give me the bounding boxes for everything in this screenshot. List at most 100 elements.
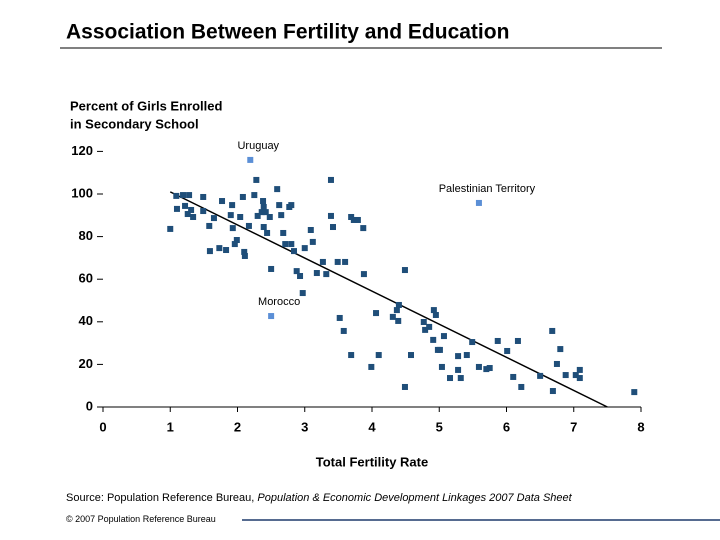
point bbox=[282, 241, 289, 248]
point bbox=[245, 222, 252, 229]
point bbox=[297, 273, 304, 280]
x-tick-label: 7 bbox=[570, 419, 577, 434]
point bbox=[280, 229, 287, 236]
point bbox=[576, 375, 583, 382]
point bbox=[354, 216, 361, 223]
point bbox=[373, 310, 380, 317]
source: Source: Population Reference Bureau, Pop… bbox=[66, 492, 572, 504]
point bbox=[455, 353, 462, 360]
point bbox=[438, 363, 445, 370]
highlight-label: Palestinian Territory bbox=[439, 183, 536, 195]
point bbox=[336, 314, 343, 321]
point bbox=[422, 326, 429, 333]
x-tick-label: 3 bbox=[301, 419, 308, 434]
point bbox=[241, 248, 248, 255]
point bbox=[293, 268, 300, 275]
highlight-point bbox=[475, 199, 482, 206]
point bbox=[447, 375, 454, 382]
point bbox=[299, 290, 306, 297]
point bbox=[184, 211, 191, 218]
point bbox=[323, 271, 330, 278]
point bbox=[190, 214, 197, 221]
y-tick-label: 60 bbox=[79, 271, 93, 286]
point bbox=[463, 352, 470, 359]
x-tick-label: 8 bbox=[637, 419, 644, 434]
point bbox=[401, 267, 408, 274]
point bbox=[504, 347, 511, 354]
point bbox=[389, 313, 396, 320]
point bbox=[393, 307, 400, 314]
point bbox=[549, 388, 556, 395]
point bbox=[408, 352, 415, 359]
point bbox=[167, 225, 174, 232]
point bbox=[223, 247, 230, 254]
point bbox=[301, 245, 308, 252]
point bbox=[572, 372, 579, 379]
point bbox=[327, 212, 334, 219]
point bbox=[518, 383, 525, 390]
point bbox=[375, 352, 382, 359]
x-tick-label: 6 bbox=[503, 419, 510, 434]
point bbox=[206, 222, 213, 229]
point bbox=[327, 176, 334, 183]
point bbox=[457, 375, 464, 382]
point bbox=[420, 319, 427, 326]
point bbox=[401, 383, 408, 390]
point bbox=[360, 225, 367, 232]
point bbox=[562, 372, 569, 379]
point bbox=[329, 224, 336, 231]
point bbox=[319, 258, 326, 265]
source-text: Source: Population Reference Bureau, bbox=[66, 492, 255, 504]
point bbox=[219, 198, 226, 205]
point bbox=[274, 186, 281, 193]
point bbox=[348, 352, 355, 359]
point bbox=[229, 202, 236, 209]
point bbox=[210, 215, 217, 222]
point bbox=[313, 270, 320, 277]
point bbox=[475, 363, 482, 370]
point bbox=[200, 193, 207, 200]
point bbox=[510, 373, 517, 380]
point bbox=[288, 241, 295, 248]
point bbox=[537, 372, 544, 379]
point bbox=[631, 389, 638, 396]
x-tick-label: 5 bbox=[436, 419, 443, 434]
point bbox=[237, 214, 244, 221]
point bbox=[340, 327, 347, 334]
point bbox=[227, 212, 234, 219]
point bbox=[486, 365, 493, 372]
x-tick-label: 0 bbox=[99, 419, 106, 434]
point bbox=[469, 339, 476, 346]
point bbox=[260, 203, 267, 210]
point bbox=[180, 192, 187, 199]
point bbox=[553, 360, 560, 367]
point bbox=[264, 229, 271, 236]
point bbox=[268, 265, 275, 272]
y-tick-label: 20 bbox=[79, 356, 93, 371]
point bbox=[231, 241, 238, 248]
highlight-label: Uruguay bbox=[237, 140, 279, 152]
point bbox=[360, 271, 367, 278]
point bbox=[266, 214, 273, 221]
point bbox=[200, 208, 207, 215]
point bbox=[173, 192, 180, 199]
point bbox=[216, 245, 223, 252]
point bbox=[334, 258, 341, 265]
point bbox=[430, 307, 437, 314]
y-axis-label: in Secondary School bbox=[70, 116, 199, 131]
x-axis-label: Total Fertility Rate bbox=[316, 454, 428, 469]
point bbox=[342, 258, 349, 265]
point bbox=[229, 225, 236, 232]
point bbox=[549, 327, 556, 334]
point bbox=[186, 192, 193, 199]
point bbox=[188, 206, 195, 213]
point bbox=[290, 248, 297, 255]
point bbox=[239, 193, 246, 200]
y-tick-label: 120 bbox=[71, 143, 93, 158]
point bbox=[309, 238, 316, 245]
point bbox=[455, 366, 462, 373]
y-tick-label: 100 bbox=[71, 185, 93, 200]
point bbox=[430, 336, 437, 343]
point bbox=[436, 346, 443, 353]
x-tick-label: 4 bbox=[368, 419, 376, 434]
